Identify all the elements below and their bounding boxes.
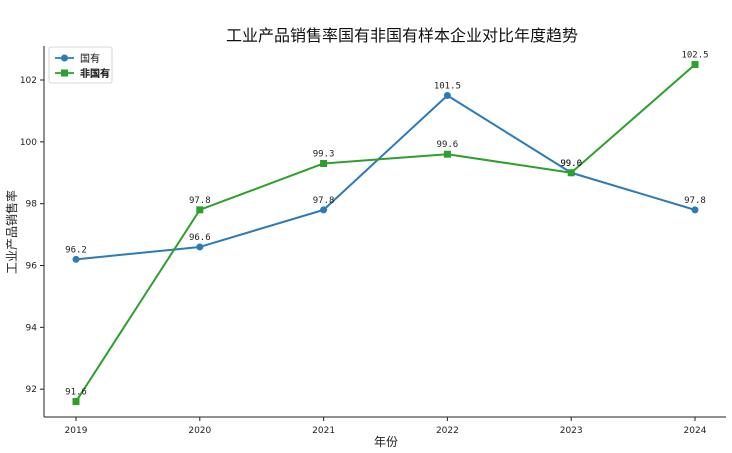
data-labels: 96.2 96.6 97.8 101.5 99.0 97.8 91.6 97.8 99.3 99.…: [65, 51, 708, 398]
y-axis-label: 工业产品销售率: [4, 190, 19, 274]
y-tick-label: 102: [20, 76, 37, 86]
data-label: 97.8: [189, 196, 211, 206]
axes: 92 94 96 98 100 102 2019 2020 2021 2022 2023 2024: [20, 46, 726, 436]
data-label: 97.8: [313, 196, 335, 206]
data-point: [196, 243, 204, 251]
data-label: 99.6: [437, 140, 459, 150]
x-axis-label: 年份: [374, 435, 398, 449]
data-point: [567, 169, 575, 177]
data-label: 102.5: [681, 51, 708, 61]
data-point: [691, 206, 699, 214]
x-tick-label: 2022: [436, 426, 459, 436]
data-label: 99.3: [313, 149, 335, 159]
x-tick-label: 2020: [188, 426, 211, 436]
data-label: 96.2: [65, 245, 87, 255]
data-point: [691, 61, 699, 69]
data-point: [72, 255, 80, 263]
y-tick-label: 96: [26, 262, 38, 272]
legend-marker-non-state-owned: [61, 69, 68, 77]
x-tick-label: 2019: [65, 426, 88, 436]
y-tick-label: 98: [26, 200, 38, 210]
legend: 国有 非国有: [48, 46, 113, 84]
y-tick-label: 94: [26, 323, 38, 333]
x-tick-label: 2021: [312, 426, 335, 436]
series-line-0: [75, 94, 696, 261]
data-label: 101.5: [434, 81, 461, 91]
x-tick-label: 2023: [560, 426, 583, 436]
data-point: [320, 159, 328, 167]
legend-marker-state-owned: [61, 54, 68, 62]
data-label: 91.6: [65, 388, 87, 398]
data-label: 99.0: [560, 159, 582, 169]
legend-label-state-owned: 国有: [80, 52, 100, 65]
x-tick-label: 2024: [684, 426, 707, 436]
data-point: [320, 206, 328, 214]
data-point: [443, 150, 451, 158]
legend-label-non-state-owned: 非国有: [80, 67, 110, 80]
series-line-1: [75, 63, 696, 403]
data-label: 99.0: [560, 159, 582, 169]
data-label: 96.6: [189, 233, 211, 243]
data-label: 97.8: [684, 196, 706, 206]
chart-title: 工业产品销售率国有非国有样本企业对比年度趋势: [226, 26, 578, 45]
series-layer: [72, 61, 699, 406]
data-point: [443, 91, 451, 99]
y-tick-label: 100: [20, 138, 37, 148]
data-point: [72, 398, 80, 406]
data-point: [196, 206, 204, 214]
y-tick-label: 92: [26, 385, 37, 395]
